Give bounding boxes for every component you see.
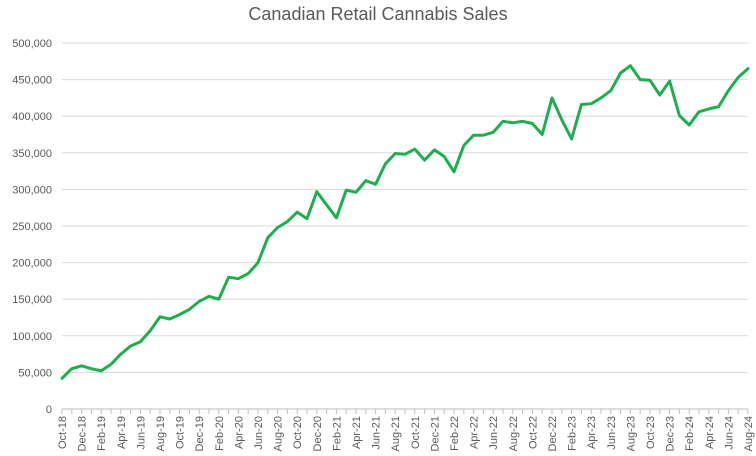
x-tick-label: Feb-19: [96, 416, 108, 451]
y-tick-label: 400,000: [12, 111, 52, 123]
x-tick-label: Dec-20: [312, 416, 324, 451]
x-tick-label: Feb-24: [684, 416, 696, 451]
x-tick-label: Oct-19: [175, 416, 187, 449]
x-tick-label: Oct-18: [57, 416, 69, 449]
series-line: [60, 64, 750, 380]
x-tick-label: Aug-23: [625, 416, 637, 451]
x-tick-label: Feb-23: [567, 416, 579, 451]
gridlines: [62, 42, 748, 373]
x-tick-label: Jun-21: [371, 416, 383, 450]
x-tick-label: Feb-22: [449, 416, 461, 451]
x-tick-label: Dec-19: [194, 416, 206, 451]
y-tick-label: 300,000: [12, 184, 52, 196]
x-tick-label: Apr-23: [586, 416, 598, 449]
x-tick-label: Feb-20: [214, 416, 226, 451]
y-tick-label: 500,000: [12, 38, 52, 50]
x-tick-label: Aug-19: [155, 416, 167, 451]
x-tick-label: Dec-18: [77, 416, 89, 451]
x-tick-label: Feb-21: [331, 416, 343, 451]
x-tick-label: Apr-20: [233, 416, 245, 449]
x-tick-label: Dec-22: [547, 416, 559, 451]
x-tick-label: Jun-24: [723, 416, 735, 450]
x-tick-label: Oct-23: [645, 416, 657, 449]
x-tick-label: Oct-22: [527, 416, 539, 449]
y-tick-labels: 0 50,000 100,000 150,000 200,000 250,000 300,0…: [12, 38, 52, 416]
y-tick-label: 50,000: [18, 367, 52, 379]
y-tick-label: 350,000: [12, 148, 52, 160]
x-tick-label: Jun-20: [253, 416, 265, 450]
y-tick-label: 100,000: [12, 331, 52, 343]
x-tick-label: Apr-22: [469, 416, 481, 449]
x-tick-label: Jun-19: [135, 416, 147, 450]
x-tick-label: Aug-20: [273, 416, 285, 451]
x-tick-label: Jun-23: [606, 416, 618, 450]
x-tick-label: Aug-24: [743, 416, 755, 451]
y-tick-label: 150,000: [12, 294, 52, 306]
x-tick-label: Dec-21: [429, 416, 441, 451]
y-tick-label: 450,000: [12, 75, 52, 87]
series-layer: [60, 64, 750, 380]
x-tick-label: Jun-22: [488, 416, 500, 450]
x-tick-label: Aug-21: [390, 416, 402, 451]
chart-title: Canadian Retail Cannabis Sales: [248, 4, 508, 24]
y-tick-label: 0: [46, 404, 52, 416]
y-tick-label: 200,000: [12, 258, 52, 270]
axes: [61, 408, 749, 414]
x-tick-label: Apr-19: [116, 416, 128, 449]
x-tick-labels: Oct-18 Dec-18 Feb-19 Apr-19 Jun-19 Aug-19 Oct-…: [57, 416, 755, 451]
y-tick-label: 250,000: [12, 221, 52, 233]
x-tick-label: Oct-20: [292, 416, 304, 449]
x-tick-label: Aug-22: [508, 416, 520, 451]
x-tick-label: Dec-23: [665, 416, 677, 451]
x-tick-label: Oct-21: [410, 416, 422, 449]
x-tick-label: Apr-21: [351, 416, 363, 449]
x-tick-label: Apr-24: [704, 416, 716, 449]
